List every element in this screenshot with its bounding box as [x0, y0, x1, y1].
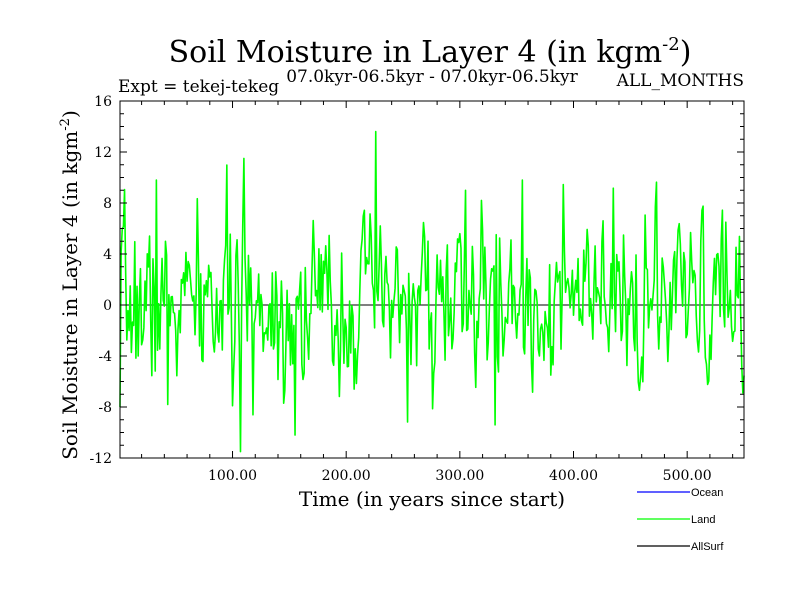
y-tick-label: -4 — [98, 349, 112, 365]
subtitle-center: 07.0kyr-06.5kyr - 07.0kyr-06.5kyr — [286, 67, 578, 87]
legend-label-allsurf: AllSurf — [691, 541, 724, 553]
x-tick-label: 200.00 — [322, 468, 371, 484]
x-tick-label: 100.00 — [208, 468, 257, 484]
series-layer — [119, 130, 745, 453]
y-tick-label: 8 — [103, 196, 112, 212]
y-tick-label: 16 — [94, 94, 112, 110]
y-tick-label: -8 — [98, 400, 112, 416]
x-tick-label: 400.00 — [549, 468, 598, 484]
y-tick-label: -12 — [89, 451, 112, 467]
ticks-layer: -12 -8 -4 0 4 8 12 16 100.00 200.00 300.00 400.00 50… — [89, 94, 744, 484]
y-axis-label: Soil Moisture in Layer 4 (in kgm-2) — [58, 110, 82, 460]
chart-title: Soil Moisture in Layer 4 (in kgm-2) — [169, 34, 692, 70]
x-axis-label: Time (in years since start) — [299, 487, 565, 511]
x-tick-label: 500.00 — [663, 468, 712, 484]
subtitle-left: Expt = tekej-tekeg — [118, 77, 279, 97]
y-tick-label: 0 — [103, 298, 112, 314]
legend: Ocean Land AllSurf — [637, 487, 724, 553]
x-tick-label: 300.00 — [435, 468, 484, 484]
y-tick-label: 12 — [94, 145, 112, 161]
subtitle-right: ALL_MONTHS — [616, 71, 744, 91]
y-tick-label: 4 — [103, 247, 112, 263]
legend-label-ocean: Ocean — [691, 487, 723, 499]
legend-label-land: Land — [691, 514, 715, 526]
series-line-land — [119, 130, 745, 453]
